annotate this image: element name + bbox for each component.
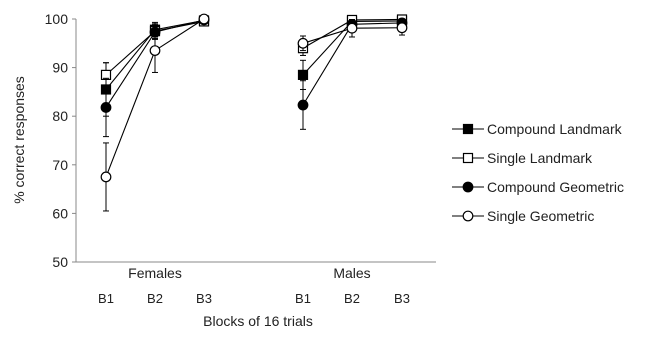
legend-marker <box>462 181 474 193</box>
data-point <box>198 13 210 25</box>
y-tick-label: 50 <box>52 254 68 270</box>
group-label-females: Females <box>128 265 182 281</box>
y-tick-label: 70 <box>52 157 68 173</box>
y-tick-label: 80 <box>52 108 68 124</box>
data-point <box>297 37 309 49</box>
block-tick-label: B3 <box>196 291 212 306</box>
data-point <box>100 102 112 113</box>
y-axis-label: % correct responses <box>11 76 27 204</box>
block-tick-label: B3 <box>394 291 410 306</box>
data-point <box>297 69 309 80</box>
series-single-geometric <box>100 13 408 212</box>
block-tick-label: B2 <box>147 291 163 306</box>
legend-label: Single Landmark <box>487 150 593 166</box>
legend-label: Single Geometric <box>487 208 594 224</box>
block-tick-label: B2 <box>344 291 360 306</box>
legend-marker <box>462 210 474 222</box>
y-tick-label: 60 <box>52 205 68 221</box>
legend-item: Single Geometric <box>452 208 594 224</box>
x-axis: Females B1 B2 B3 Males B1 B2 B3 <box>76 261 436 306</box>
x-axis-label: Blocks of 16 trials <box>203 313 313 329</box>
legend-label: Compound Landmark <box>487 121 623 137</box>
legend: Compound Landmark Single Landmark Compound… <box>452 121 624 224</box>
data-point <box>100 171 112 183</box>
data-point <box>396 22 408 34</box>
data-point <box>149 45 161 56</box>
group-label-males: Males <box>333 265 370 281</box>
legend-item: Compound Landmark <box>452 121 623 137</box>
block-tick-label: B1 <box>295 291 311 306</box>
series-layer <box>100 13 408 212</box>
y-axis: 50 60 70 80 90 100 <box>45 11 77 270</box>
series-single-landmark <box>100 14 408 88</box>
legend-item: Compound Geometric <box>452 179 624 195</box>
y-tick-label: 90 <box>52 60 68 76</box>
legend-label: Compound Geometric <box>487 179 624 195</box>
y-tick-label: 100 <box>45 11 69 27</box>
legend-marker <box>462 152 474 164</box>
series-compound-landmark <box>100 15 408 117</box>
legend-item: Single Landmark <box>452 150 593 166</box>
legend-marker <box>462 123 474 135</box>
data-point <box>346 22 358 34</box>
series-compound-geometric <box>100 14 408 138</box>
data-point <box>297 99 309 111</box>
block-tick-label: B1 <box>98 291 114 306</box>
